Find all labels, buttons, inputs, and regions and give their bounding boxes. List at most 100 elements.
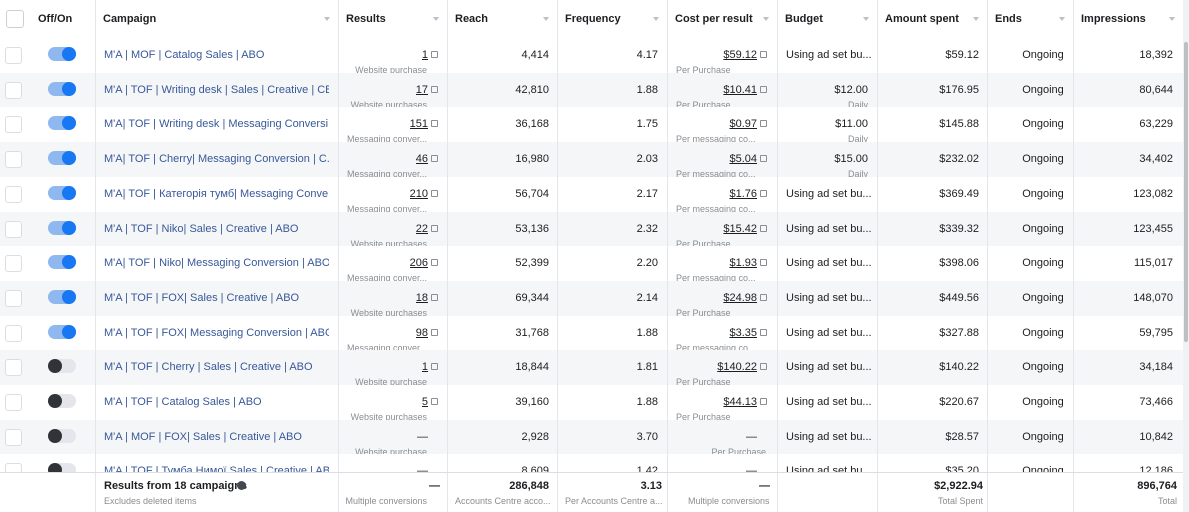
sort-icon[interactable] bbox=[763, 17, 769, 21]
toggle[interactable] bbox=[48, 81, 76, 96]
results[interactable]: 210 bbox=[409, 187, 428, 200]
cost-type: Per Purchase bbox=[711, 446, 766, 457]
cost-per-result[interactable]: $3.35 bbox=[729, 326, 757, 339]
cost-per-result[interactable]: $140.22 bbox=[717, 361, 757, 374]
results[interactable]: 206 bbox=[409, 257, 428, 270]
results[interactable]: 5 bbox=[421, 396, 428, 408]
campaign-name[interactable]: M'A | TOF | Catalog Sales | ABO bbox=[104, 396, 262, 408]
column-header[interactable]: Budget bbox=[785, 13, 823, 25]
results[interactable]: 98 bbox=[415, 326, 428, 339]
results-type: Website purchase bbox=[355, 65, 427, 75]
cost-per-result[interactable]: $59.12 bbox=[723, 49, 757, 61]
column-header[interactable]: Off/On bbox=[38, 13, 73, 25]
sort-icon[interactable] bbox=[863, 17, 869, 21]
cost-per-result[interactable]: $1.76 bbox=[729, 187, 757, 200]
select-all[interactable] bbox=[6, 10, 24, 28]
frequency: 1.81 bbox=[636, 361, 658, 374]
cost-type: Per Purchase bbox=[676, 65, 731, 75]
sort-icon[interactable] bbox=[653, 17, 659, 21]
column-divider bbox=[877, 419, 878, 455]
cost-per-result[interactable]: $1.93 bbox=[729, 257, 757, 270]
toggle[interactable] bbox=[48, 289, 76, 304]
toggle[interactable] bbox=[48, 116, 76, 131]
row-checkbox[interactable] bbox=[5, 185, 22, 203]
row-checkbox[interactable] bbox=[5, 81, 22, 99]
results[interactable]: — bbox=[417, 430, 428, 443]
cost-per-result[interactable]: — bbox=[746, 465, 757, 472]
sort-icon[interactable] bbox=[1059, 17, 1065, 21]
budget: $12.00 bbox=[834, 83, 868, 96]
column-divider bbox=[877, 315, 878, 351]
row-checkbox[interactable] bbox=[5, 394, 22, 411]
toggle[interactable] bbox=[48, 394, 76, 408]
row-checkbox[interactable] bbox=[5, 220, 22, 238]
cost-per-result[interactable]: $0.97 bbox=[729, 118, 757, 131]
row-checkbox[interactable] bbox=[5, 428, 22, 446]
campaign-name[interactable]: M'A | TOF | FOX| Messaging Conversion | … bbox=[104, 326, 329, 339]
results[interactable]: — bbox=[417, 465, 428, 472]
row-checkbox[interactable] bbox=[5, 324, 22, 342]
budget: $11.00 bbox=[835, 118, 868, 131]
toggle[interactable] bbox=[48, 324, 76, 339]
toggle[interactable] bbox=[48, 185, 76, 200]
cost-per-result[interactable]: $44.13 bbox=[723, 396, 757, 408]
row-checkbox[interactable] bbox=[5, 116, 22, 134]
campaign-name[interactable]: M'A | TOF | Writing desk | Sales | Creat… bbox=[104, 83, 329, 96]
results[interactable]: 17 bbox=[415, 83, 428, 96]
results[interactable]: 1 bbox=[421, 361, 428, 374]
toggle[interactable] bbox=[48, 359, 76, 374]
column-header[interactable]: Impressions bbox=[1081, 13, 1146, 25]
row-checkbox[interactable] bbox=[5, 151, 22, 169]
cost-per-result[interactable]: $15.42 bbox=[723, 222, 757, 235]
sort-icon[interactable] bbox=[543, 17, 549, 21]
info-icon[interactable] bbox=[237, 481, 246, 490]
scroll-thumb[interactable] bbox=[1184, 42, 1188, 342]
column-header[interactable]: Ends bbox=[995, 13, 1022, 25]
results[interactable]: 46 bbox=[415, 153, 428, 166]
toggle[interactable] bbox=[48, 463, 76, 472]
sort-icon[interactable] bbox=[973, 17, 979, 21]
column-header[interactable]: Results bbox=[346, 13, 386, 25]
sort-icon[interactable] bbox=[1169, 17, 1175, 21]
campaign-name[interactable]: M'A| TOF | Writing desk | Messaging Conv… bbox=[104, 118, 329, 131]
campaign-name[interactable]: M'A | TOF | FOX| Sales | Creative | ABO bbox=[104, 291, 300, 304]
row-checkbox[interactable] bbox=[5, 359, 22, 377]
row-checkbox[interactable] bbox=[5, 47, 22, 64]
reach: 8,609 bbox=[521, 465, 549, 472]
campaign-name[interactable]: M'A | TOF | Тумба Нимої Sales | Creative… bbox=[104, 465, 329, 472]
cost-per-result[interactable]: $24.98 bbox=[723, 291, 757, 304]
campaign-name[interactable]: M'A | MOF | Catalog Sales | ABO bbox=[104, 49, 265, 61]
campaign-name[interactable]: M'A | TOF | Niko| Sales | Creative | ABO bbox=[104, 222, 299, 235]
campaign-name[interactable]: M'A| TOF | Niko| Messaging Conversion | … bbox=[104, 257, 329, 270]
column-header[interactable]: Cost per result bbox=[675, 13, 753, 25]
campaign-name[interactable]: M'A| TOF | Категорія тумб| Messaging Con… bbox=[104, 187, 329, 200]
row-checkbox[interactable] bbox=[5, 289, 22, 307]
toggle[interactable] bbox=[48, 255, 76, 270]
toggle-knob bbox=[48, 359, 62, 374]
row-checkbox[interactable] bbox=[5, 255, 22, 273]
results[interactable]: 18 bbox=[415, 291, 428, 304]
toggle[interactable] bbox=[48, 428, 76, 443]
column-header[interactable]: Frequency bbox=[565, 13, 621, 25]
campaign-name[interactable]: M'A | MOF | FOX| Sales | Creative | ABO bbox=[104, 430, 302, 443]
results[interactable]: 22 bbox=[415, 222, 428, 235]
cost-per-result[interactable]: $10.41 bbox=[723, 83, 757, 96]
sort-icon[interactable] bbox=[433, 17, 439, 21]
toggle[interactable] bbox=[48, 220, 76, 235]
row-checkbox[interactable] bbox=[5, 463, 22, 472]
toggle[interactable] bbox=[48, 47, 76, 61]
column-header[interactable]: Reach bbox=[455, 13, 489, 25]
column-header[interactable]: Amount spent bbox=[885, 13, 959, 25]
sort-icon[interactable] bbox=[324, 17, 330, 21]
toggle[interactable] bbox=[48, 151, 76, 166]
impressions: 59,795 bbox=[1139, 326, 1173, 339]
scrollbar[interactable] bbox=[1183, 0, 1189, 512]
campaign-name[interactable]: M'A | TOF | Cherry | Sales | Creative | … bbox=[104, 361, 313, 374]
cost-per-result[interactable]: — bbox=[746, 430, 757, 443]
results[interactable]: 151 bbox=[409, 118, 428, 131]
column-divider bbox=[777, 38, 778, 73]
column-header[interactable]: Campaign bbox=[103, 13, 157, 25]
cost-per-result[interactable]: $5.04 bbox=[729, 153, 757, 166]
campaign-name[interactable]: M'A| TOF | Cherry| Messaging Conversion … bbox=[104, 153, 329, 166]
results[interactable]: 1 bbox=[421, 49, 428, 61]
